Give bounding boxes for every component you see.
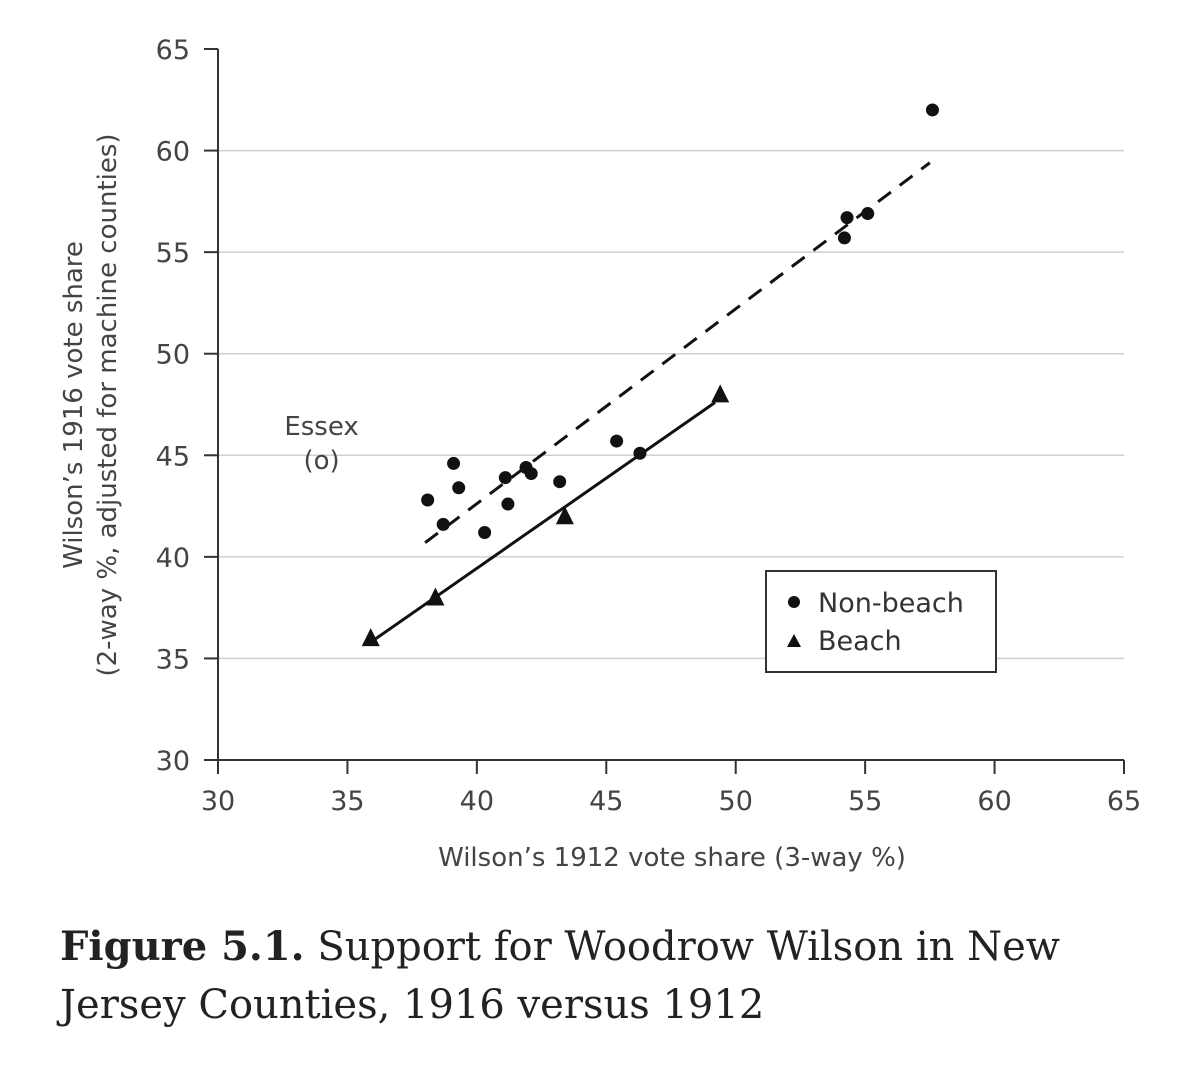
x-tick-label-45: 45 bbox=[589, 786, 623, 817]
x-tick-label-50: 50 bbox=[719, 786, 753, 817]
point-beach-3 bbox=[711, 384, 730, 403]
figure-caption: Figure 5.1. Support for Woodrow Wilson i… bbox=[60, 918, 1160, 1034]
x-tick-label-55: 55 bbox=[848, 786, 882, 817]
point-non-beach-1 bbox=[436, 517, 450, 531]
caption-text: Support for Woodrow Wilson in New Jersey… bbox=[60, 924, 1060, 1028]
legend-box bbox=[765, 570, 997, 673]
y-tick-label-65: 65 bbox=[156, 35, 190, 66]
point-beach-0 bbox=[361, 628, 380, 647]
caption-label: Figure 5.1. bbox=[60, 923, 305, 970]
x-tick-label-30: 30 bbox=[201, 786, 235, 817]
x-tick-label-40: 40 bbox=[460, 786, 494, 817]
legend-triangle-marker bbox=[787, 634, 801, 647]
axes bbox=[204, 48, 1125, 774]
point-non-beach-9 bbox=[553, 475, 567, 489]
y-axis-label-group: Wilson’s 1916 vote share (2-way %, adjus… bbox=[59, 133, 123, 676]
data-points bbox=[361, 103, 939, 647]
y-tick-label-50: 50 bbox=[156, 340, 190, 371]
y-tick-label-35: 35 bbox=[156, 644, 190, 675]
y-tick-label-30: 30 bbox=[156, 746, 190, 777]
fit-line-beach bbox=[369, 401, 716, 644]
scatter-chart: 30 35 40 45 50 55 60 65 30 35 40 45 50 55 60 65 Wilson’… bbox=[59, 35, 1142, 873]
essex-annotation-line2: (o) bbox=[303, 446, 339, 476]
x-tick-label-60: 60 bbox=[977, 786, 1011, 817]
x-tick-label-35: 35 bbox=[330, 786, 364, 817]
point-non-beach-10 bbox=[610, 434, 624, 448]
point-non-beach-4 bbox=[478, 525, 492, 539]
tick-labels: 30 35 40 45 50 55 60 65 30 35 40 45 50 55 60 65 bbox=[156, 35, 1142, 817]
point-non-beach-14 bbox=[861, 207, 875, 221]
y-axis-label-line1: Wilson’s 1916 vote share bbox=[59, 241, 89, 569]
point-non-beach-8 bbox=[524, 467, 538, 481]
point-non-beach-6 bbox=[501, 497, 515, 511]
point-non-beach-15 bbox=[925, 103, 939, 117]
fit-line-non-beach bbox=[424, 161, 931, 544]
legend-label-non-beach: Non-beach bbox=[818, 588, 964, 619]
point-non-beach-0 bbox=[421, 493, 435, 507]
point-non-beach-5 bbox=[498, 471, 512, 485]
legend-label-beach: Beach bbox=[818, 626, 902, 657]
essex-annotation-line1: Essex bbox=[284, 412, 358, 442]
point-beach-1 bbox=[426, 587, 445, 606]
x-tick-label-65: 65 bbox=[1107, 786, 1141, 817]
x-axis-label: Wilson’s 1912 vote share (3-way %) bbox=[438, 843, 906, 873]
y-tick-label-45: 45 bbox=[156, 441, 190, 472]
y-tick-label-55: 55 bbox=[156, 238, 190, 269]
y-tick-label-60: 60 bbox=[156, 137, 190, 168]
legend-circle-marker bbox=[788, 596, 800, 608]
point-beach-2 bbox=[555, 506, 574, 525]
y-tick-label-40: 40 bbox=[156, 543, 190, 574]
point-non-beach-11 bbox=[633, 446, 647, 460]
point-non-beach-3 bbox=[452, 481, 466, 495]
point-non-beach-12 bbox=[837, 231, 851, 245]
y-axis-label-line2: (2-way %, adjusted for machine counties) bbox=[93, 133, 123, 676]
point-non-beach-13 bbox=[840, 211, 854, 225]
point-non-beach-2 bbox=[447, 456, 461, 470]
legend: Non-beach Beach bbox=[765, 570, 997, 673]
